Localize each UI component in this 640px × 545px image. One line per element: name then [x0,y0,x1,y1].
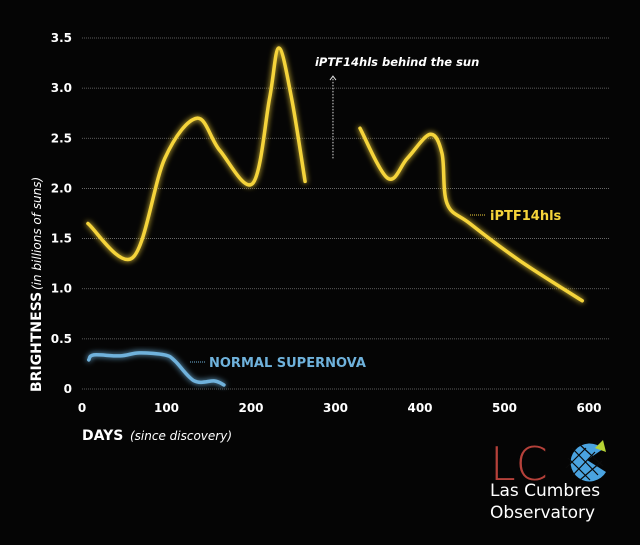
x-axis-label: DAYS [82,428,123,444]
series-line-iptf14hls [86,46,307,262]
x-tick-label: 400 [407,401,432,415]
series-line-normal-supernova [87,351,226,387]
annotation-text: iPTF14hls behind the sun [315,55,479,69]
x-tick-label: 500 [492,401,517,415]
y-tick-label: 2.5 [51,131,72,145]
y-tick-label: 3.0 [51,81,72,95]
logo-line1: Las Cumbres [490,481,601,501]
globe-icon [565,440,606,482]
series-label-normal-supernova: NORMAL SUPERNOVA [209,356,366,371]
arrow-head-icon [329,75,337,81]
logo-letters: LC [490,437,548,491]
y-axis-label: BRIGHTNESS [29,292,45,392]
y-tick-label: 0 [64,382,72,396]
y-tick-label: 1.0 [51,282,72,296]
x-tick-label: 100 [154,401,179,415]
x-tick-label: 300 [323,401,348,415]
y-tick-label: 0.5 [51,332,72,346]
x-tick-label: 600 [576,401,601,415]
y-tick-label: 3.5 [51,31,72,45]
series-label-iptf14hls: iPTF14hls [490,209,562,224]
logo-line2: Observatory [490,503,596,523]
y-tick-label: 1.5 [51,232,72,246]
x-axis-note: (since discovery) [130,429,232,443]
y-tick-label: 2.0 [51,181,72,195]
x-tick-label: 200 [238,401,263,415]
x-tick-label: 0 [78,401,86,415]
lco-logo: LC [490,437,606,491]
series-line-iptf14hls [358,126,584,303]
y-axis-note: (in billions of suns) [30,177,44,290]
